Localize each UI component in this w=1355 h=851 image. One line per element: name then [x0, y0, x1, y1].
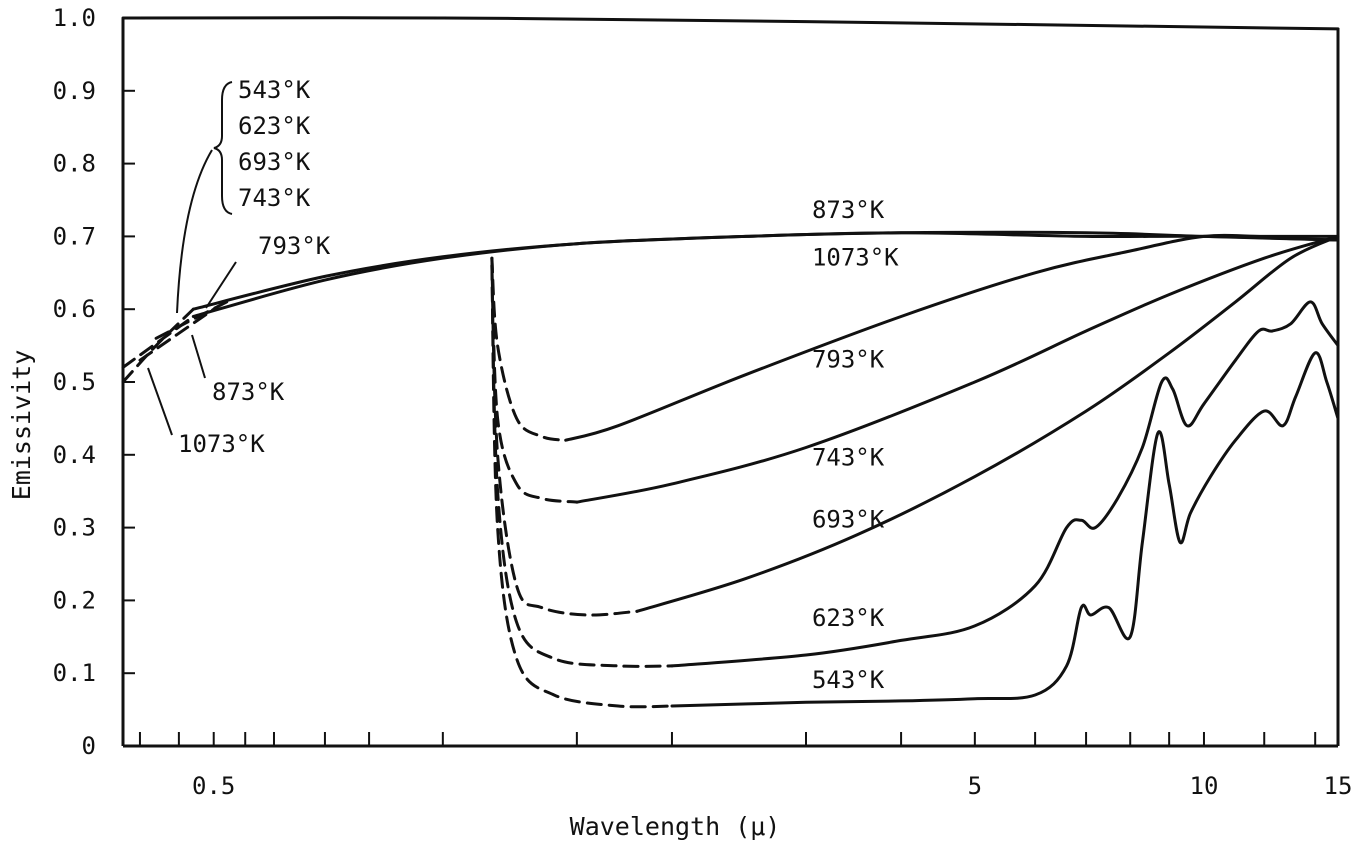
y-tick-label: 0.6: [53, 295, 96, 323]
series-dashed-693K: [490, 256, 639, 617]
left-group-labels: 543°K 623°K 693°K 743°K 793°K 873°K 1073…: [147, 76, 331, 458]
leader-793K: [205, 261, 237, 309]
leader-1073K: [147, 367, 173, 436]
series-dashed-stub: [138, 307, 216, 362]
curve-label: 623°K: [812, 604, 885, 632]
y-tick-label: 0.7: [53, 222, 96, 250]
y-tick-label: 0.1: [53, 659, 96, 687]
label-1073K-left: 1073°K: [178, 430, 265, 458]
series-dashed-1073K: [121, 307, 195, 384]
series-line-693K: [635, 234, 1340, 613]
axis-ticks: [123, 17, 1339, 747]
series-line-543K: [670, 351, 1340, 708]
y-axis-title: Emissivity: [7, 350, 36, 501]
group-brace: [213, 81, 233, 215]
envelope-curve: [121, 16, 1340, 31]
group-label: 623°K: [238, 112, 311, 140]
series-dashed-623K: [490, 264, 674, 668]
series-line-743K: [575, 234, 1340, 504]
group-label: 693°K: [238, 148, 311, 176]
curve-label: 793°K: [812, 345, 885, 373]
series-line-623K: [670, 300, 1340, 668]
y-tick-label: 0: [82, 732, 96, 760]
y-tick-label: 1.0: [53, 4, 96, 32]
curve-label: 743°K: [812, 444, 885, 472]
curve-label: 543°K: [812, 666, 885, 694]
y-tick-label: 0.9: [53, 77, 96, 105]
series-dashed-stub: [121, 315, 195, 369]
label-793K-left: 793°K: [258, 232, 331, 260]
x-tick-label: 5: [968, 772, 982, 800]
group-leader-line: [176, 149, 213, 314]
x-tick-label: 15: [1324, 772, 1353, 800]
curve-label: 873°K: [812, 196, 885, 224]
curve-label: 693°K: [812, 506, 885, 534]
series-dashed-743K: [490, 256, 579, 504]
label-873K-left: 873°K: [212, 378, 285, 406]
y-tick-label: 0.5: [53, 368, 96, 396]
y-tick-label: 0.8: [53, 150, 96, 178]
x-tick-label: 10: [1190, 772, 1219, 800]
group-label: 543°K: [238, 76, 311, 104]
x-axis-title: Wavelength (μ): [570, 812, 781, 841]
y-tick-label: 0.2: [53, 586, 96, 614]
curve-labels: 873°K 1073°K 793°K 743°K 693°K 623°K 543°K: [812, 196, 899, 694]
series-line-873K: [191, 231, 1340, 318]
series-curves: [121, 230, 1340, 709]
y-tick-labels: 1.0 0.9 0.8 0.7 0.6 0.5 0.4 0.3 0.2 0.1 0: [53, 4, 96, 760]
leader-873K: [191, 334, 206, 379]
y-tick-label: 0.4: [53, 441, 96, 469]
series-line-793K: [564, 233, 1340, 442]
series-dashed-stub: [154, 300, 229, 340]
curve-label: 1073°K: [812, 244, 899, 272]
x-tick-label: 0.5: [192, 772, 235, 800]
series-dashed-793K: [490, 256, 568, 442]
group-label: 743°K: [238, 184, 311, 212]
x-tick-labels: 0.5 5 10 15: [192, 772, 1352, 800]
y-tick-label: 0.3: [53, 514, 96, 542]
